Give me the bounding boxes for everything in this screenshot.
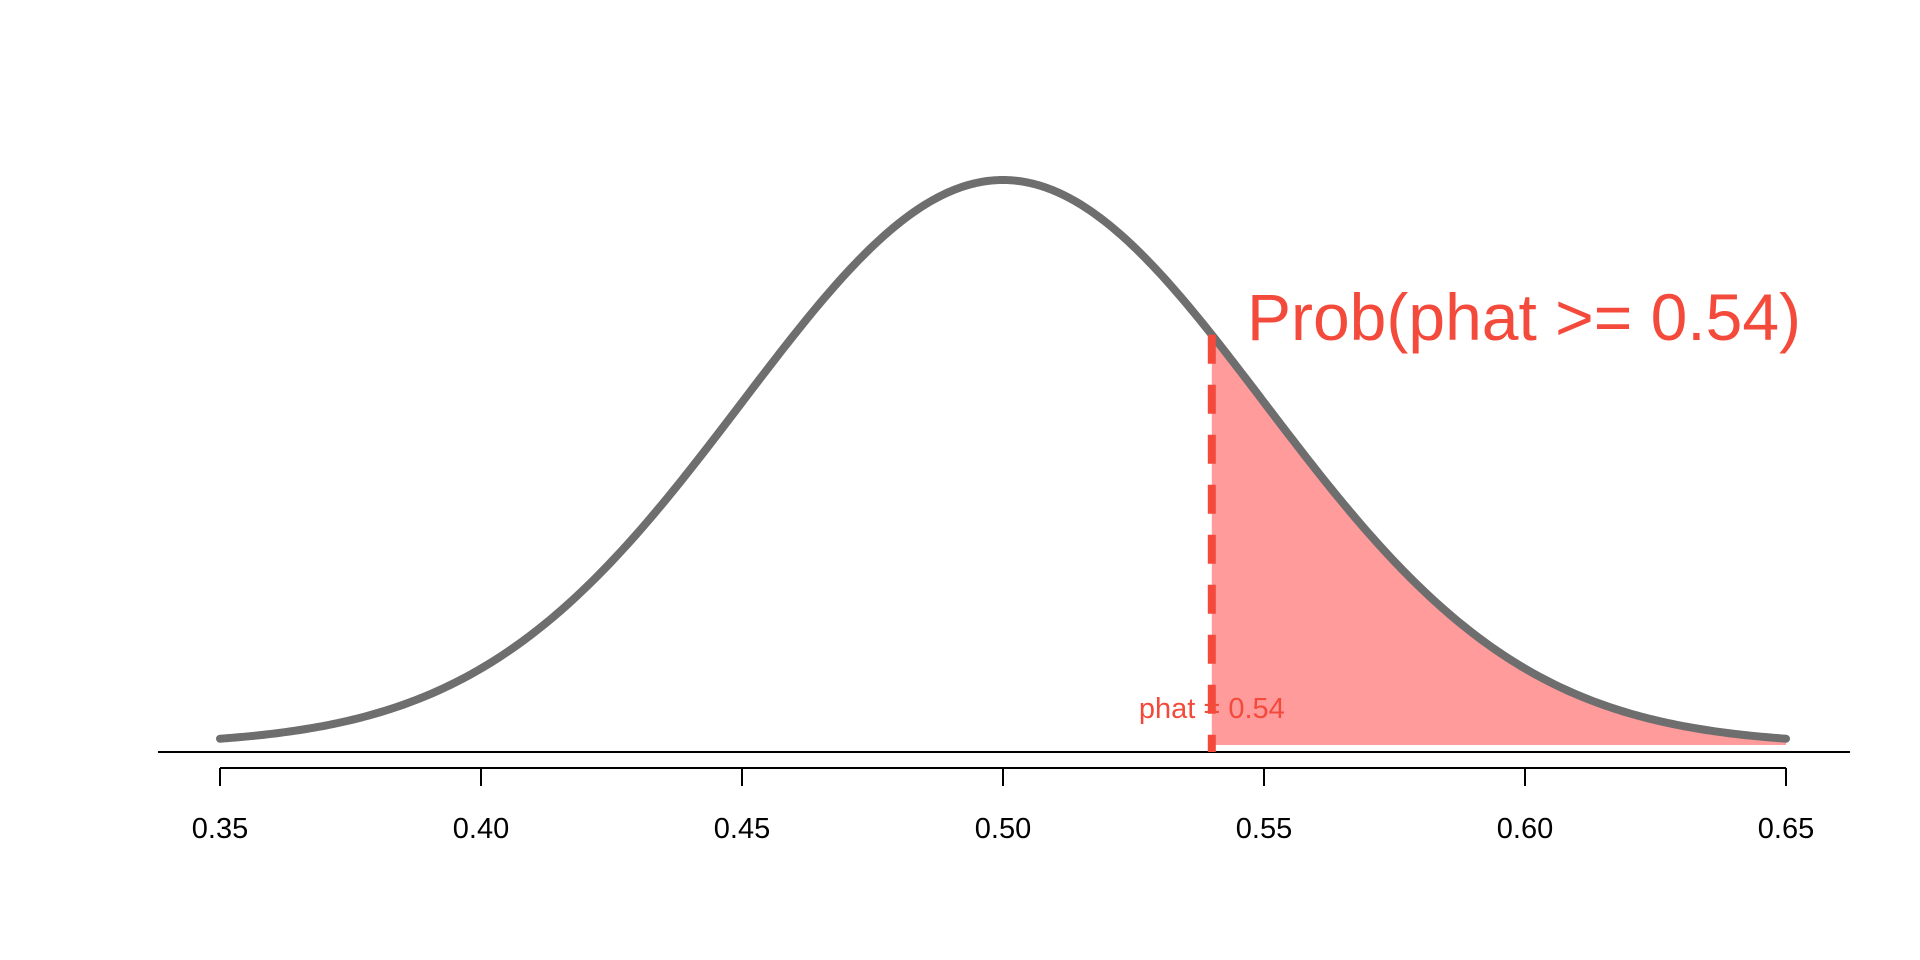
density-curve (216, 176, 1790, 743)
cutoff-label: phat = 0.54 (1139, 693, 1285, 725)
x-axis-ticks (219, 768, 1787, 786)
x-tick-label: 0.45 (714, 813, 770, 845)
shaded-tail-area (1211, 334, 1786, 745)
x-axis-tick-labels: 0.35 0.40 0.45 0.50 0.55 0.60 0.65 (192, 813, 1814, 845)
region-probability-label: Prob(phat >= 0.54) (1247, 280, 1801, 354)
x-tick-label: 0.40 (453, 813, 509, 845)
x-tick-label: 0.65 (1758, 813, 1814, 845)
x-tick-label: 0.60 (1497, 813, 1553, 845)
x-tick-label: 0.35 (192, 813, 248, 845)
x-tick-label: 0.55 (1236, 813, 1292, 845)
x-tick-label: 0.50 (975, 813, 1031, 845)
